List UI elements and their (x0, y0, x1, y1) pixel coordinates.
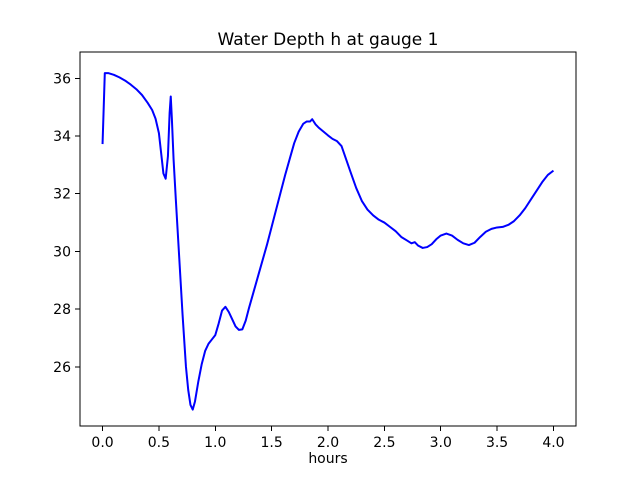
x-tick-label: 3.5 (486, 435, 508, 451)
x-tick-label: 2.5 (373, 435, 395, 451)
water-depth-line (101, 72, 555, 411)
x-tick-label: 2.0 (317, 435, 339, 451)
y-tick-label: 34 (53, 129, 71, 145)
y-tick-label: 36 (53, 71, 71, 87)
y-tick-label: 30 (53, 244, 71, 260)
y-tick-label: 32 (53, 187, 71, 203)
chart-title: Water Depth h at gauge 1 (218, 30, 439, 50)
x-tick-label: 0.0 (91, 435, 113, 451)
x-tick-label: 3.0 (430, 435, 452, 451)
y-tick-label: 26 (53, 360, 71, 376)
x-tick-label: 1.5 (261, 435, 283, 451)
x-tick-label: 0.5 (148, 435, 170, 451)
x-axis-label: hours (308, 451, 347, 467)
x-tick-label: 4.0 (542, 435, 564, 451)
axes-frame (79, 51, 577, 427)
axes-ticks: 0.0 0.5 1.0 1.5 2.0 2.5 3.0 3.5 4.0 26 28 30 32 34 36 (53, 71, 564, 451)
data-series-layer (101, 72, 555, 411)
y-tick-label: 28 (53, 302, 71, 318)
x-tick-label: 1.0 (204, 435, 226, 451)
